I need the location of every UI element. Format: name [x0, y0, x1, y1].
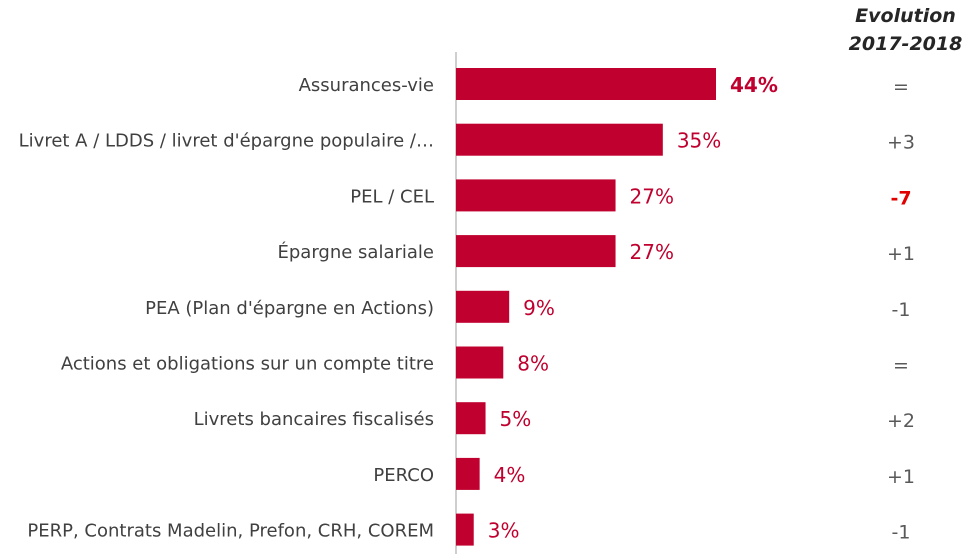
evolution-value: +3	[887, 132, 915, 154]
value-label: 27%	[630, 184, 674, 208]
value-label: 8%	[517, 352, 549, 376]
value-label: 5%	[500, 407, 532, 431]
bar	[456, 68, 716, 100]
category-label: PEL / CEL	[350, 186, 434, 207]
value-label: 9%	[523, 296, 555, 320]
category-label: Livrets bancaires fiscalisés	[194, 409, 434, 430]
category-label: Épargne salariale	[278, 241, 435, 263]
value-label: 4%	[494, 463, 526, 487]
evolution-value: -1	[892, 299, 911, 321]
evolution-value: -7	[890, 187, 911, 209]
value-label: 27%	[630, 240, 674, 264]
evolution-value: -1	[892, 522, 911, 544]
bar	[456, 402, 486, 435]
evolution-value: +2	[887, 410, 915, 432]
evolution-value: =	[893, 355, 909, 377]
bar	[456, 235, 616, 268]
evolution-value: +1	[887, 466, 915, 488]
category-label: PEA (Plan d'épargne en Actions)	[145, 298, 434, 319]
bar	[456, 179, 616, 212]
bar	[456, 123, 663, 156]
bar	[456, 457, 480, 490]
category-label: PERCO	[373, 465, 434, 486]
category-label: PERP, Contrats Madelin, Prefon, CRH, COR…	[27, 521, 434, 542]
evolution-header-line1: Evolution	[855, 5, 956, 27]
value-label: 44%	[730, 73, 778, 97]
category-label: Livret A / LDDS / livret d'épargne popul…	[19, 131, 434, 152]
category-label: Assurances-vie	[299, 75, 434, 96]
bar	[456, 346, 504, 379]
bar	[456, 513, 474, 546]
evolution-column-header: Evolution 2017-2018	[840, 2, 971, 58]
category-label: Actions et obligations sur un compte tit…	[61, 354, 434, 375]
evolution-header-line2: 2017-2018	[848, 33, 963, 55]
evolution-value: =	[893, 76, 909, 98]
evolution-value: +1	[887, 243, 915, 265]
value-label: 35%	[677, 129, 721, 153]
bar	[456, 290, 510, 323]
value-label: 3%	[488, 519, 520, 543]
